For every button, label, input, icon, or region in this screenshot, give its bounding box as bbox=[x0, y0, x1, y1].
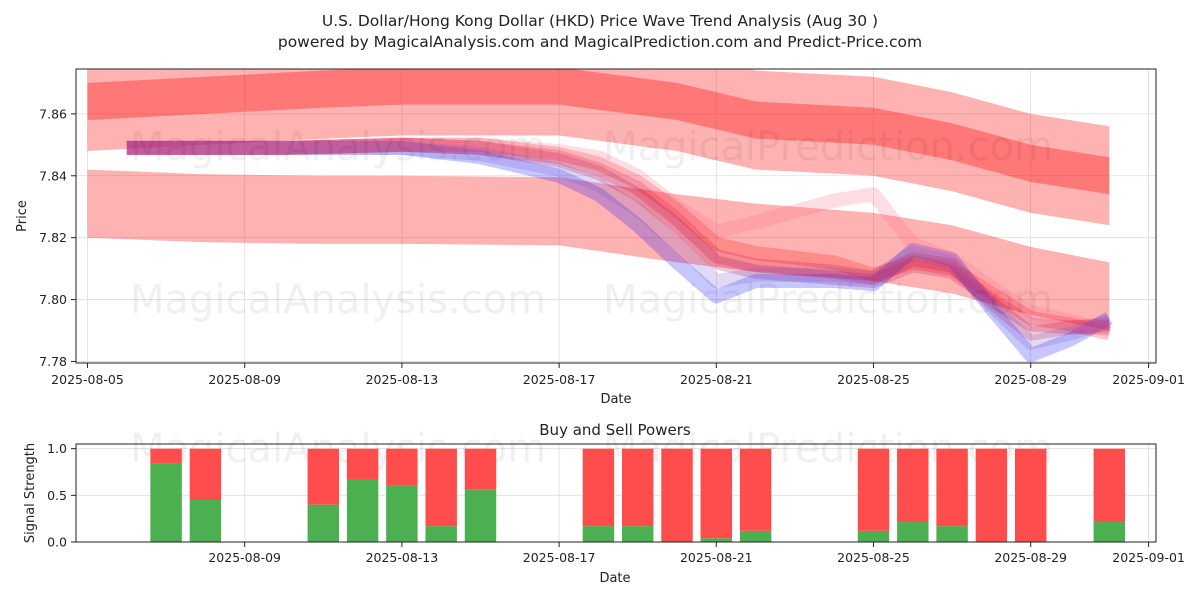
buy-bar bbox=[582, 526, 615, 542]
price-x-tick-label: 2025-08-13 bbox=[366, 372, 439, 387]
wave-line-5 bbox=[126, 140, 1112, 350]
signal-x-tick-label: 2025-08-09 bbox=[208, 550, 281, 565]
signal-x-ticks: 2025-08-09 2025-08-13 2025-08-17 2025-08-21… bbox=[208, 542, 1185, 565]
signal-x-axis-label: Date bbox=[599, 571, 630, 586]
signal-y-ticks: 0.0 0.5 1.0 bbox=[47, 441, 76, 550]
wave-line-0 bbox=[126, 137, 1110, 335]
signal-y-tick-label: 0.0 bbox=[47, 535, 67, 550]
price-y-tick-label: 7.84 bbox=[39, 168, 67, 183]
watermark-analysis-2: MagicalAnalysis.com bbox=[130, 277, 546, 323]
price-x-tick-label: 2025-08-21 bbox=[680, 372, 753, 387]
sell-bar bbox=[700, 448, 733, 539]
sell-bar bbox=[975, 448, 1008, 542]
buy-bar bbox=[464, 489, 497, 542]
chart-subtitle: powered by MagicalAnalysis.com and Magic… bbox=[278, 33, 922, 51]
sell-bar bbox=[897, 448, 929, 522]
lower-band bbox=[87, 169, 1110, 331]
signal-title: Buy and Sell Powers bbox=[539, 421, 691, 439]
sell-bar bbox=[582, 448, 615, 527]
watermark-prediction: MagicalPrediction.com bbox=[603, 124, 1053, 170]
wave-line-1 bbox=[126, 140, 1113, 363]
price-y-ticks: 7.78 7.80 7.82 7.84 7.86 bbox=[39, 106, 76, 369]
price-y-tick-label: 7.80 bbox=[39, 292, 67, 307]
wave-line-4 bbox=[126, 137, 1111, 338]
wave-line-2 bbox=[126, 137, 1111, 341]
price-y-tick-label: 7.82 bbox=[39, 230, 67, 245]
price-y-tick-label: 7.78 bbox=[39, 354, 67, 369]
price-x-axis-label: Date bbox=[600, 392, 631, 407]
price-x-tick-label: 2025-08-25 bbox=[837, 372, 910, 387]
sell-bar bbox=[1093, 448, 1126, 522]
sell-bar bbox=[425, 448, 457, 527]
price-gridlines bbox=[76, 69, 1156, 363]
sell-bar bbox=[936, 448, 968, 527]
sell-bar bbox=[857, 448, 890, 531]
sell-bar bbox=[464, 448, 497, 490]
signal-panel: Buy and Sell Powers MagicalAnalysis.com … bbox=[23, 421, 1185, 586]
price-x-tick-label: 2025-09-01 bbox=[1112, 372, 1185, 387]
price-y-axis-label: Price bbox=[15, 200, 30, 232]
buy-bar bbox=[700, 538, 733, 542]
buy-bar bbox=[150, 463, 182, 542]
watermark-analysis: MagicalAnalysis.com bbox=[130, 124, 546, 170]
price-y-tick-label: 7.86 bbox=[39, 106, 67, 121]
buy-bar bbox=[307, 504, 340, 542]
price-x-tick-label: 2025-08-17 bbox=[523, 372, 596, 387]
buy-bar bbox=[897, 521, 929, 542]
signal-y-tick-label: 0.5 bbox=[47, 488, 67, 503]
signal-x-tick-label: 2025-09-01 bbox=[1112, 550, 1185, 565]
signal-axes-frame bbox=[75, 443, 1157, 543]
buy-bar bbox=[936, 526, 968, 542]
buy-bar bbox=[346, 479, 379, 542]
signal-x-tick-label: 2025-08-17 bbox=[523, 550, 596, 565]
chart-title: U.S. Dollar/Hong Kong Dollar (HKD) Price… bbox=[322, 12, 878, 30]
signal-y-axis-label: Signal Strength bbox=[23, 443, 38, 543]
buy-bar bbox=[621, 526, 654, 542]
price-x-tick-label: 2025-08-09 bbox=[208, 372, 281, 387]
signal-x-tick-label: 2025-08-13 bbox=[366, 550, 439, 565]
sell-bar bbox=[739, 448, 772, 531]
price-axes-frame bbox=[75, 68, 1157, 364]
sell-bar bbox=[1014, 448, 1047, 542]
price-x-tick-label: 2025-08-29 bbox=[994, 372, 1067, 387]
sell-bar bbox=[346, 448, 379, 480]
price-x-tick-label: 2025-08-05 bbox=[51, 372, 124, 387]
sell-bar bbox=[307, 448, 340, 505]
signal-y-tick-label: 1.0 bbox=[47, 441, 67, 456]
buy-bar bbox=[189, 500, 222, 542]
buy-bar bbox=[1093, 521, 1126, 542]
upper-band-outer bbox=[87, 69, 1110, 226]
signal-x-tick-label: 2025-08-29 bbox=[994, 550, 1067, 565]
sell-bar bbox=[150, 448, 182, 464]
sell-bar bbox=[621, 448, 654, 527]
price-plot-area bbox=[87, 69, 1113, 363]
price-x-ticks: 2025-08-05 2025-08-09 2025-08-13 2025-08-17… bbox=[51, 363, 1185, 387]
wave-line-3 bbox=[126, 137, 1110, 341]
signal-x-tick-label: 2025-08-21 bbox=[680, 550, 753, 565]
buy-bar bbox=[425, 526, 457, 542]
buy-bar bbox=[386, 485, 418, 542]
signal-bars bbox=[150, 448, 1126, 542]
sell-bar bbox=[189, 448, 222, 500]
buy-bar bbox=[857, 530, 890, 542]
buy-bar bbox=[739, 530, 772, 542]
signal-x-tick-label: 2025-08-25 bbox=[837, 550, 910, 565]
sell-bar bbox=[661, 448, 693, 542]
sell-bar bbox=[386, 448, 418, 486]
upper-band-core bbox=[87, 69, 1110, 195]
watermark-prediction-2: MagicalPrediction.com bbox=[603, 277, 1053, 323]
price-panel: MagicalAnalysis.com MagicalPrediction.co… bbox=[15, 68, 1185, 407]
